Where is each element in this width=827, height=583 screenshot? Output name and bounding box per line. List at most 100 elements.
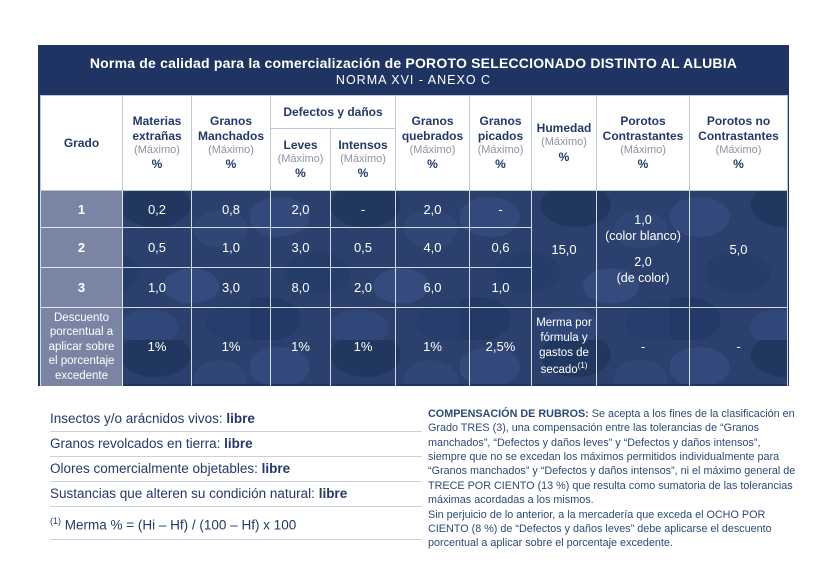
col-label: Porotos no Contrastantes [698,113,779,143]
col-header-quebrados: Granos quebrados (Máximo) % [395,95,470,191]
col-label: Granos quebrados [401,113,464,143]
cell-picados: 1,0 [469,267,532,308]
col-qualifier: (Máximo) [277,152,324,165]
cell-discount-intensos: 1% [330,307,396,387]
condition-item-olores: Olores comercialmente objetables: libre [50,457,422,482]
cell-grado: 2 [40,227,123,268]
formula-text: Merma % = (Hi – Hf) / (100 – Hf) x 100 [64,517,297,533]
contrastantes-value-1: 1,0 [634,212,652,227]
table-row-discount: Descuento porcentual a aplicar sobre el … [40,307,788,387]
cell-intensos: 2,0 [330,267,396,308]
contrastantes-note-1: (color blanco) [605,228,681,243]
col-label: Materias extrañas [132,113,182,143]
condition-value: libre [226,411,255,426]
cell-leves: 3,0 [270,227,331,268]
contrastantes-value-2: 2,0 [634,255,652,269]
cell-quebrados: 6,0 [395,267,470,308]
col-qualifier: (Máximo) [715,143,762,156]
cell-manchados: 0,8 [191,190,271,228]
col-label: Granos picados [477,113,524,143]
contrastantes-note-2: (de color) [616,271,670,286]
table-row-grade-3: 3 1,0 3,0 8,0 2,0 6,0 1,0 [40,267,788,308]
col-qualifier: (Máximo) [409,143,456,156]
table-row-grade-1: 1 0,2 0,8 2,0 - 2,0 - 15,0 1,0 (color bl… [40,190,788,308]
col-qualifier: (Máximo) [208,143,254,156]
cell-discount-manchados: 1% [191,307,271,387]
compensation-title: COMPENSACIÓN DE RUBROS: [428,408,589,420]
cell-materias: 0,2 [122,190,192,228]
col-unit: % [427,157,438,172]
cell-discount-humedad: Merma por fórmula y gastos de secado(1) [531,307,597,387]
compensation-p1: COMPENSACIÓN DE RUBROS: Se acepta a los … [428,407,796,508]
cell-discount-quebrados: 1% [395,307,470,387]
compensation-paragraph: COMPENSACIÓN DE RUBROS: Se acepta a los … [428,407,796,551]
condition-item-sustancias: Sustancias que alteren su condición natu… [50,482,422,507]
cell-discount-leves: 1% [270,307,331,387]
col-header-materias: Materias extrañas (Máximo) % [122,95,192,191]
subcol-header-leves: Leves (Máximo) % [270,128,331,191]
compensation-body-2: Sin perjuicio de lo anterior, a la merca… [428,508,772,550]
condition-label: Olores comercialmente objetables: [50,461,258,476]
merma-text: Merma por fórmula y gastos de secado [536,317,592,376]
col-label: Granos Manchados [197,113,264,143]
col-header-picados: Granos picados (Máximo) % [469,95,532,191]
cell-contrastantes-merged: 1,0 (color blanco) 2,0 (de color) [596,190,690,308]
cell-materias: 1,0 [122,267,192,308]
norma-table-frame: Norma de calidad para la comercializació… [38,45,789,387]
col-qualifier: (Máximo) [134,143,180,156]
col-header-grado: Grado [40,95,123,191]
cell-humedad-merged: 15,0 [531,190,597,308]
col-header-manchados: Granos Manchados (Máximo) % [191,95,271,191]
col-label: Intensos [338,137,388,152]
table-title: Norma de calidad para la comercializació… [89,55,738,71]
cell-picados: - [469,190,532,228]
merma-formula: (1) Merma % = (Hi – Hf) / (100 – Hf) x 1… [50,516,422,540]
col-unit: % [733,157,744,172]
condition-label: Granos revolcados en tierra: [50,436,221,451]
condition-value: libre [318,486,348,501]
col-unit: % [495,157,506,172]
cell-manchados: 1,0 [191,227,271,268]
condition-item-revolcados: Granos revolcados en tierra: libre [50,432,422,457]
col-header-humedad: Humedad (Máximo) % [531,95,597,191]
cell-quebrados: 4,0 [395,227,470,268]
cell-discount-no-contrastantes: - [689,307,788,387]
condition-label: Sustancias que alteren su condición natu… [50,486,315,501]
col-label: Humedad [536,121,592,136]
col-unit: % [637,157,649,172]
cell-leves: 2,0 [270,190,331,228]
cell-discount-contrastantes: - [596,307,690,387]
merma-footnote-marker: (1) [577,360,588,370]
table-title-bar: Norma de calidad para la comercializació… [40,47,787,95]
col-qualifier: (Máximo) [477,143,524,156]
condition-item-insectos: Insectos y/o arácnidos vivos: libre [50,407,422,432]
cell-discount-materias: 1% [122,307,192,387]
col-qualifier: (Máximo) [541,136,587,149]
col-header-contrastantes: Porotos Contrastantes (Máximo) % [596,95,690,191]
table-row-grade-2: 2 0,5 1,0 3,0 0,5 4,0 0,6 [40,227,788,268]
conditions-list: Insectos y/o arácnidos vivos: libre Gran… [50,407,422,540]
cell-quebrados: 2,0 [395,190,470,228]
cell-grado: 3 [40,267,123,308]
cell-leves: 8,0 [270,267,331,308]
col-label: Leves [283,137,318,152]
condition-value: libre [224,436,253,451]
col-unit: % [151,157,163,172]
cell-grado: 1 [40,190,123,228]
table-subtitle: NORMA XVI - ANEXO C [335,73,492,87]
col-unit: % [357,166,369,181]
col-label: Porotos Contrastantes [602,113,684,143]
discount-row-label: Descuento porcentual a aplicar sobre el … [40,307,123,387]
col-unit: % [225,157,237,172]
group-header-defectos: Defectos y daños [270,95,396,129]
col-unit: % [558,149,570,164]
col-qualifier: (Máximo) [340,152,386,165]
subcol-header-intensos: Intensos (Máximo) % [330,128,396,191]
cell-intensos: 0,5 [330,227,396,268]
cell-discount-picados: 2,5% [469,307,532,387]
cell-materias: 0,5 [122,227,192,268]
condition-label: Insectos y/o arácnidos vivos: [50,411,223,426]
cell-intensos: - [330,190,396,228]
cell-picados: 0,6 [469,227,532,268]
